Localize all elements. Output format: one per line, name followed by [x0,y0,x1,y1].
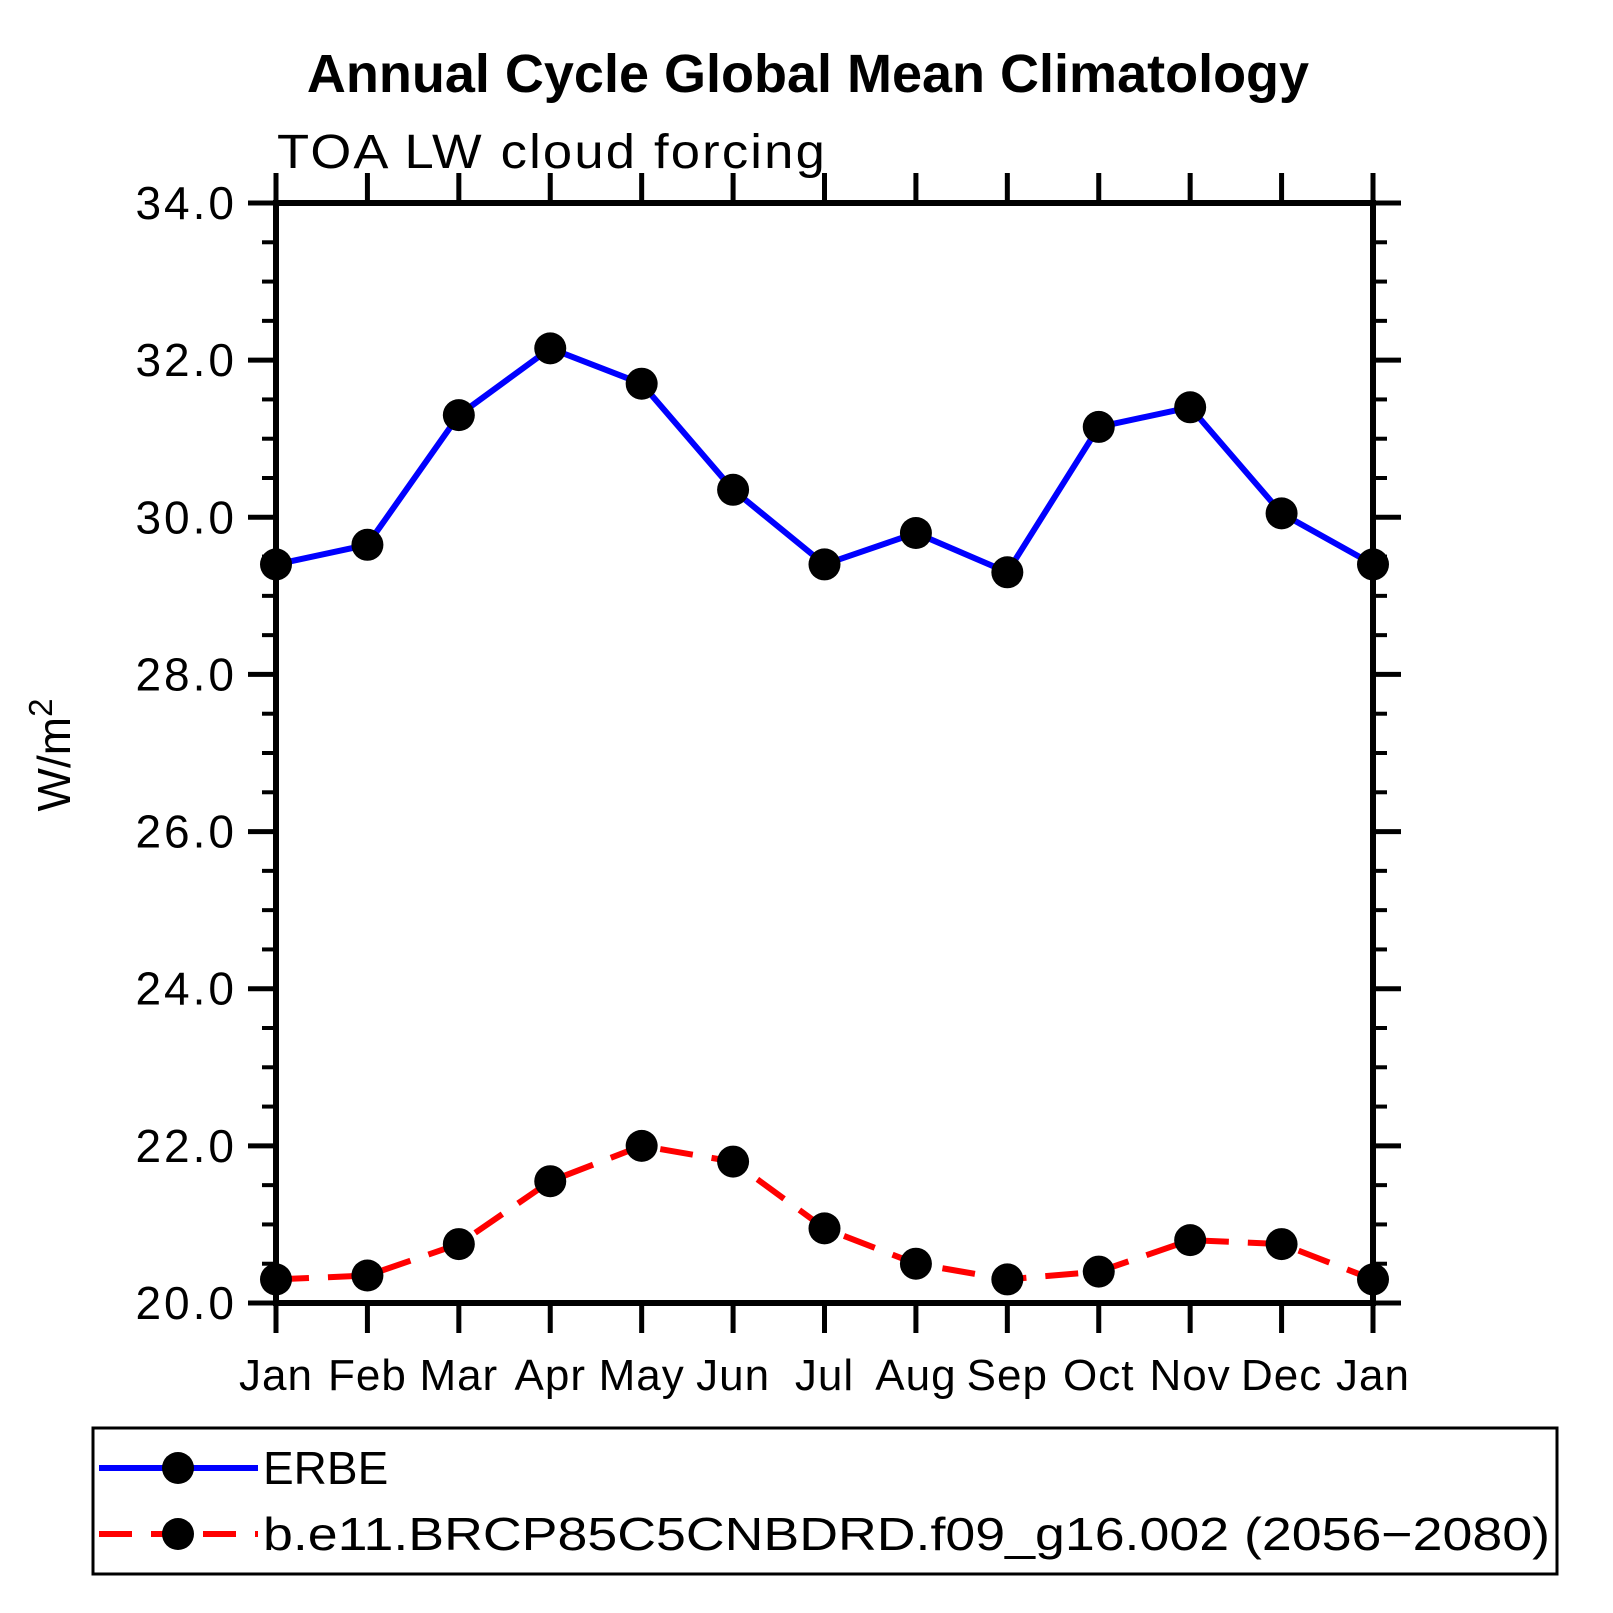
series-point-1 [1174,1224,1207,1257]
x-tick-label: Apr [515,1351,586,1400]
y-axis-label-base: W/m [28,717,80,812]
series-point-1 [1082,1255,1115,1288]
y-tick-label: 28.0 [135,648,237,700]
x-tick-label: Nov [1150,1351,1231,1400]
series-point-0 [260,548,292,581]
legend: ERBE b.e11.BRCP85C5CNBDRD.f09_g16.002 (20… [91,1426,1559,1576]
legend-item-label: ERBE [263,1442,388,1494]
series-line-0 [275,344,1375,577]
series-point-1 [717,1145,750,1178]
series-point-1 [899,1247,932,1280]
y-tick-label: 30.0 [135,491,237,543]
series-point-0 [625,367,658,400]
x-tick-label: Dec [1241,1351,1322,1400]
y-axis-label: W/m2 [22,699,80,812]
y-tick-label: 22.0 [135,1120,237,1172]
x-tick-label: Oct [1063,1351,1134,1400]
y-tick-label: 34.0 [135,177,237,229]
legend-box [91,1426,1559,1576]
series-point-1 [442,1228,475,1261]
series-point-1 [991,1263,1024,1296]
series-point-1 [351,1259,384,1292]
x-tick-label: Feb [328,1351,407,1400]
y-tick-label: 24.0 [135,963,237,1015]
x-tick-label: Aug [875,1351,956,1400]
y-tick-label: 32.0 [135,334,237,386]
series-point-1 [534,1165,567,1198]
series-point-0 [1174,391,1207,424]
x-tick-label: Jan [239,1351,313,1400]
series-point-1 [260,1263,292,1296]
series-point-0 [717,473,750,506]
x-tick-label: Jun [696,1351,770,1400]
series-point-0 [899,517,932,549]
legend-item-label: b.e11.BRCP85C5CNBDRD.f09_g16.002 (2056−2… [263,1508,1550,1560]
series-point-0 [1082,410,1115,443]
data-series [260,332,1389,1296]
series-point-0 [808,548,841,581]
series-point-0 [991,556,1024,589]
x-tick-label: Mar [419,1351,498,1400]
x-tick-label: Sep [967,1351,1048,1400]
chart-title: Annual Cycle Global Mean Climatology [307,44,1309,104]
series-point-1 [625,1129,658,1162]
series-point-0 [1265,497,1298,530]
series-point-0 [351,528,384,561]
series-point-1 [808,1212,841,1245]
series-point-1 [1357,1263,1389,1296]
legend-swatch-marker [162,1452,194,1484]
x-tick-label: Jan [1336,1351,1410,1400]
y-axis-label-superscript: 2 [22,699,59,717]
y-tick-label: 26.0 [135,806,237,858]
series-point-1 [1265,1228,1298,1261]
x-tick-label: May [599,1351,685,1400]
plot-frame [273,200,1376,1306]
series-point-0 [1357,548,1389,581]
series-point-0 [442,399,475,432]
series-point-0 [534,332,567,365]
x-tick-label: Jul [795,1351,854,1400]
legend-swatch-marker [162,1518,194,1550]
chart-subtitle: TOA LW cloud forcing [277,126,827,179]
y-tick-label: 20.0 [135,1277,237,1329]
